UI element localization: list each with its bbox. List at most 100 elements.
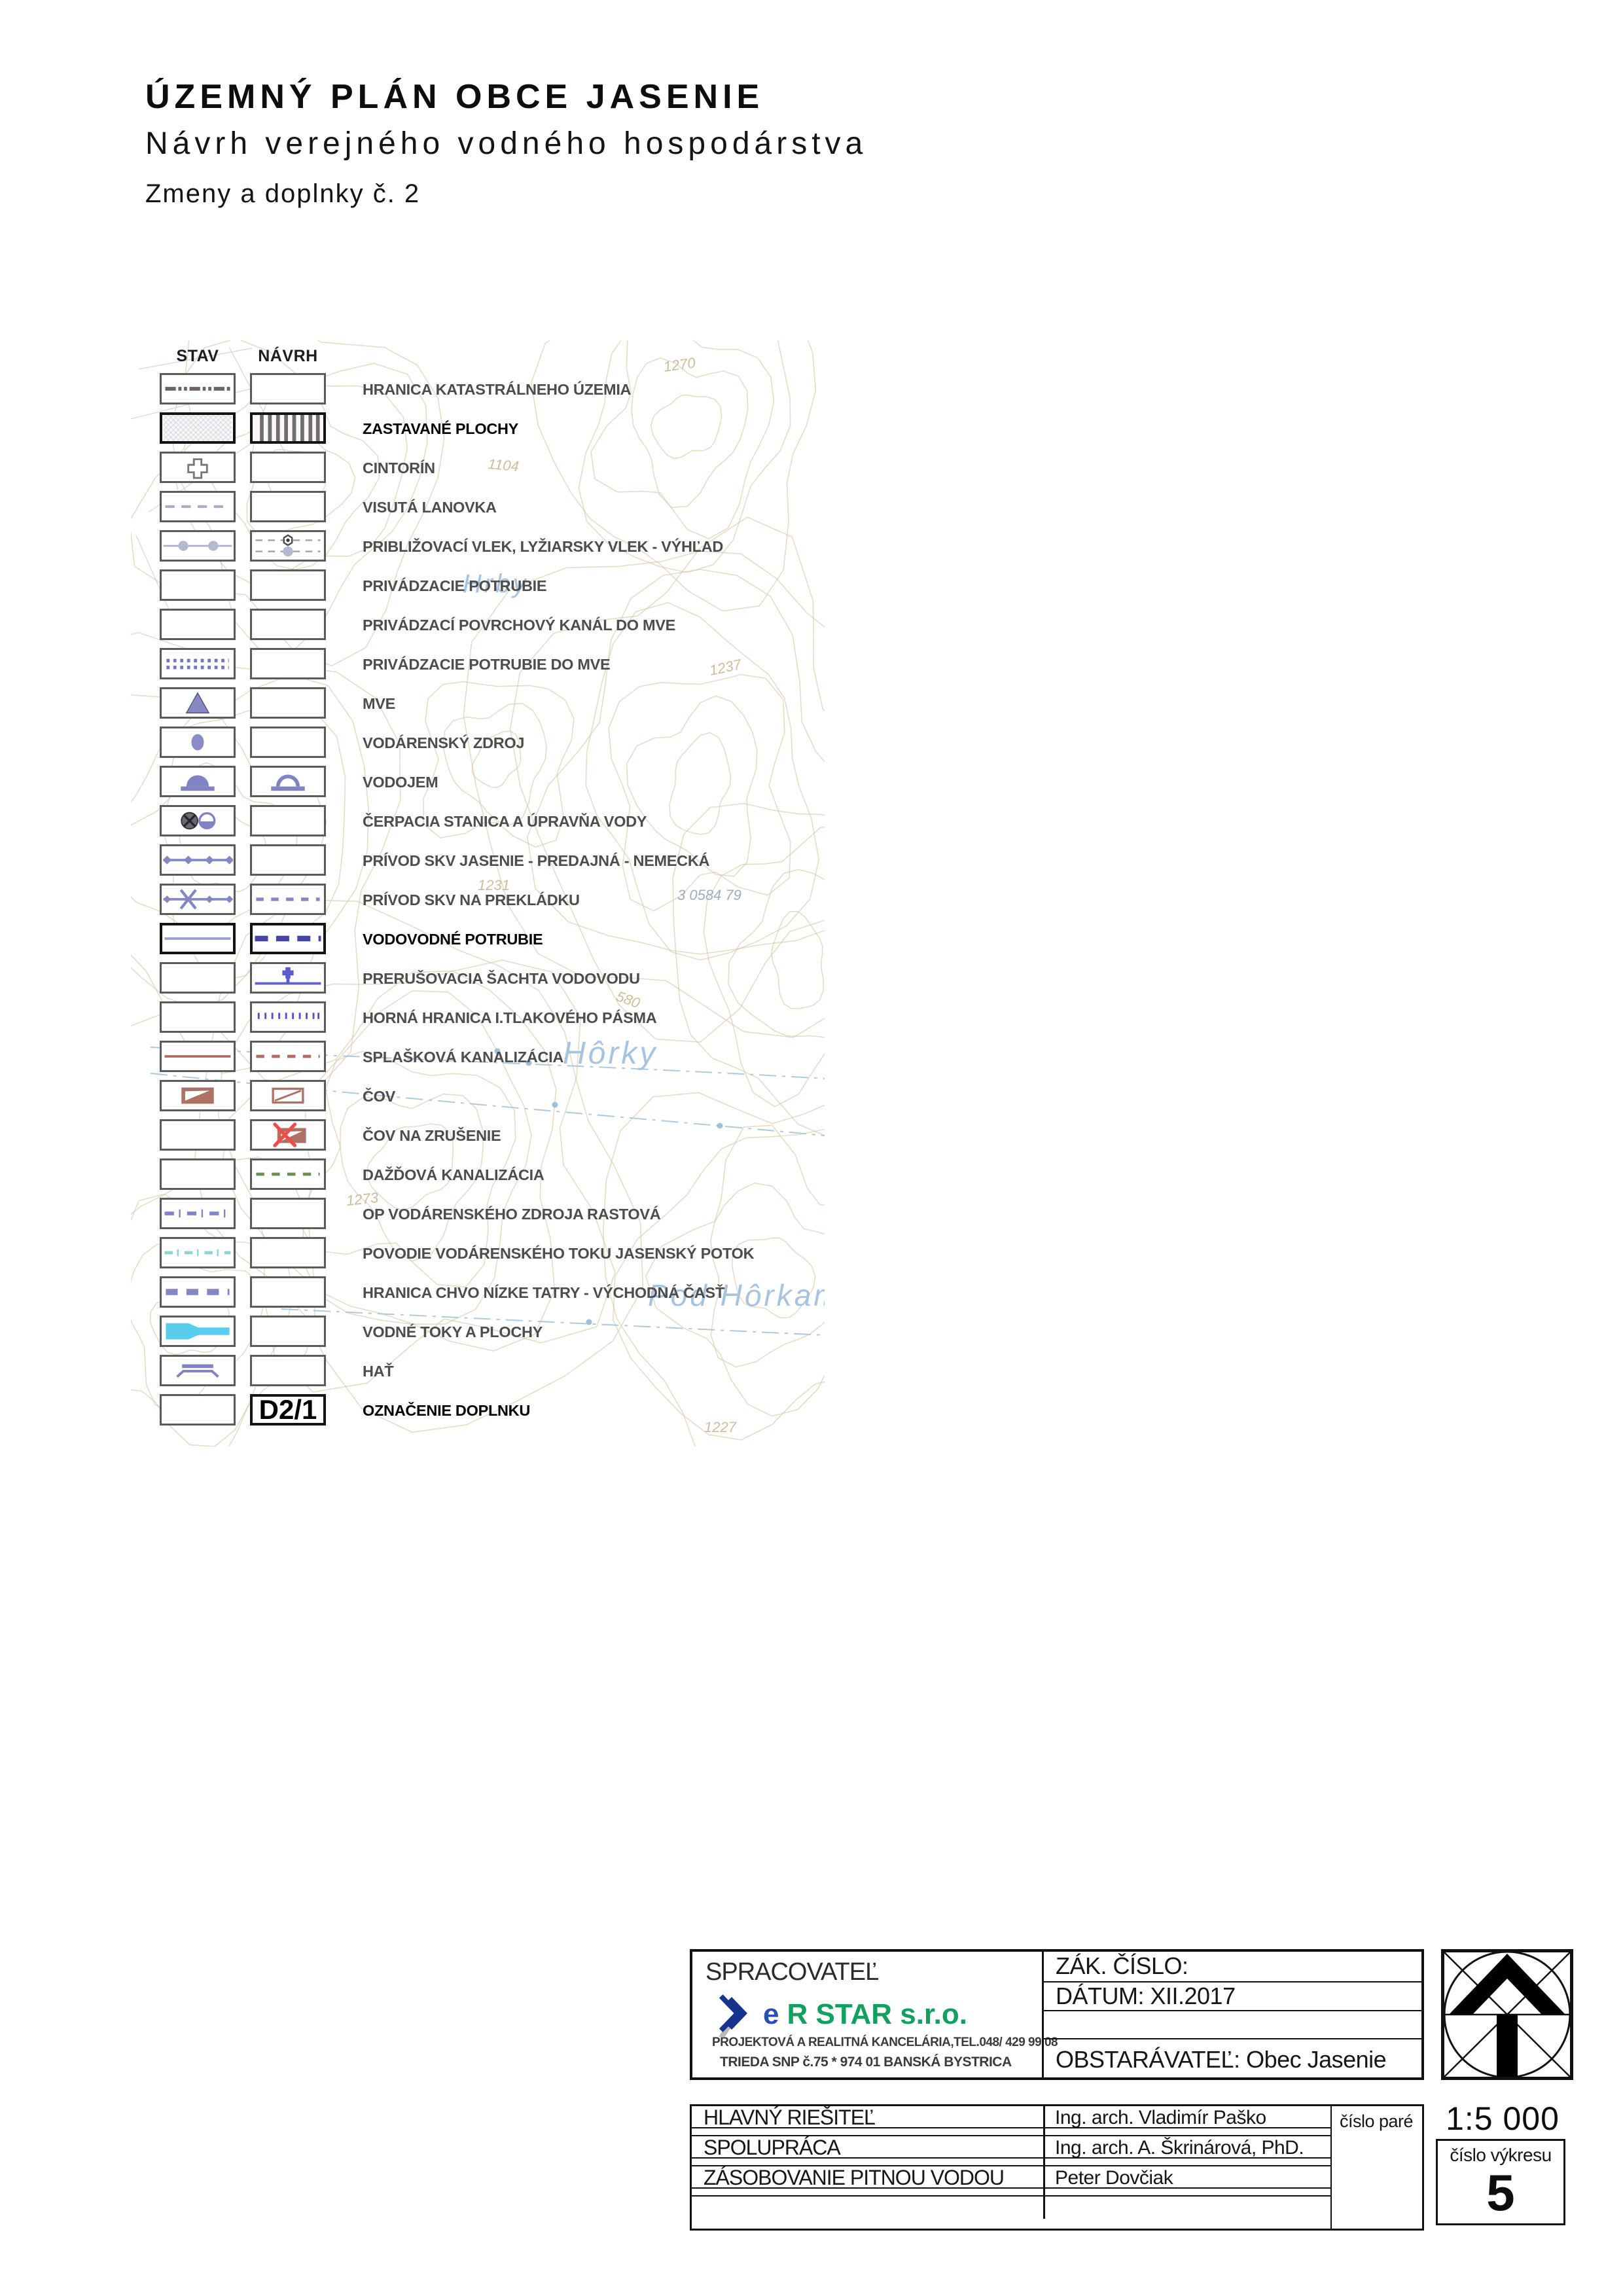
contour-line: [509, 516, 912, 1043]
parcel-line: [138, 348, 253, 370]
legend-box-stav: [160, 1041, 236, 1072]
legend-box-navrh: [250, 1316, 326, 1347]
contour-line: [731, 1237, 816, 1319]
legend-item-label: HRANICA KATASTRÁLNEHO ÚZEMIA: [363, 381, 632, 398]
contour-line: [442, 702, 548, 825]
legend-row: MVE: [160, 687, 749, 719]
legend-item-label: ZASTAVANÉ PLOCHY: [363, 420, 519, 437]
doplnok-code: D2/1: [259, 1394, 317, 1425]
legend-box-stav: [160, 452, 236, 483]
drawing-number-label: číslo výkresu: [1450, 2145, 1552, 2165]
legend-symbol-dash-cyan: [164, 1249, 231, 1257]
legend-box-navrh: [250, 648, 326, 679]
legend-symbol-dome-outline: [271, 774, 305, 791]
legend-symbol-pump-circles: [181, 812, 216, 830]
map-place-label: Pod Hôrkami: [648, 1278, 825, 1312]
column-divider: [1043, 2197, 1045, 2219]
map-marker-icon: [717, 1122, 723, 1129]
company-logo: e R STAR s.r.o.: [716, 1990, 967, 2039]
logo-e-mark: e: [763, 1998, 779, 2030]
legend-row: HRANICA KATASTRÁLNEHO ÚZEMIA: [160, 373, 749, 404]
legend-row: HRANICA CHVO NÍZKE TATRY - VÝCHODNÁ ČASŤ: [160, 1276, 749, 1308]
credits-empty-row: [692, 2197, 1422, 2219]
legend-box-stav: [160, 923, 236, 954]
legend-box-stav: [160, 1355, 236, 1386]
page-title: ÚZEMNÝ PLÁN OBCE JASENIE: [145, 78, 764, 116]
legend-symbol-weir: [176, 1364, 219, 1378]
legend-row: VODOVODNÉ POTRUBIE: [160, 923, 749, 954]
legend-row: VODNÉ TOKY A PLOCHY: [160, 1316, 749, 1347]
legend-row: ČOV: [160, 1080, 749, 1111]
legend-symbol-cov-outline: [272, 1087, 304, 1104]
page-edition: Zmeny a doplnky č. 2: [145, 179, 421, 208]
legend-box-navrh: [250, 491, 326, 522]
contour-line: [626, 695, 758, 877]
legend-symbol-dotted-double: [166, 658, 229, 670]
contour-line: [590, 315, 775, 540]
legend-row: PRIBLIŽOVACÍ VLEK, LYŽIARSKY VLEK - VÝHĽ…: [160, 530, 749, 562]
legend-item-label: MVE: [363, 695, 396, 712]
cislo-pare-cell: číslo paré: [1330, 2106, 1422, 2229]
legend-box-navrh: [250, 1041, 326, 1072]
legend-box-navrh: [250, 530, 326, 562]
legend-box-navrh: [250, 726, 326, 758]
legend-header-stav: STAV: [176, 347, 219, 365]
map-place-label: Hôrky: [563, 1036, 658, 1071]
cislo-pare-label: číslo paré: [1340, 2111, 1414, 2131]
legend-symbol-dash-thick-purple: [166, 1289, 230, 1295]
legend-row: PRERUŠOVACIA ŠACHTA VODOVODU: [160, 962, 749, 994]
contour-line: [366, 1123, 454, 1211]
legend-symbol-dash-green: [256, 1172, 320, 1176]
drawing-number: 5: [1486, 2164, 1515, 2221]
legend-item-label: SPLAŠKOVÁ KANALIZÁCIA: [363, 1049, 564, 1066]
credits-name: Ing. arch. Vladimír Paško: [1055, 2107, 1266, 2128]
credits-role: SPOLUPRÁCA: [704, 2136, 841, 2159]
legend-symbol-lift-proposed: [255, 534, 321, 557]
contour-line: [585, 601, 820, 961]
legend-symbol-waterline-dashed: [255, 935, 321, 942]
legend-item-label: PRIVÁDZACÍ POVRCHOVÝ KANÁL DO MVE: [363, 617, 675, 634]
legend-symbol-line-circles: [163, 541, 232, 551]
map-elevation-label: 1104: [488, 456, 520, 475]
legend-box-navrh: [250, 1158, 326, 1190]
legend-box-navrh: [250, 1237, 326, 1268]
legend-box-stav: [160, 884, 236, 915]
column-divider: [1043, 2189, 1045, 2195]
credits-role: HLAVNÝ RIEŠITEĽ: [704, 2106, 876, 2129]
spracovatel-label: SPRACOVATEĽ: [705, 1958, 879, 1986]
legend-box-stav: [160, 1119, 236, 1151]
legend-item-label: VODNÉ TOKY A PLOCHY: [363, 1323, 543, 1340]
legend-row: VODOJEM: [160, 766, 749, 797]
legend-row: PRIVÁDZACIE POTRUBIE DO MVE: [160, 648, 749, 679]
legend-box-stav: [160, 962, 236, 994]
credits-rows: HLAVNÝ RIEŠITEĽ Ing. arch. Vladimír Paško…: [692, 2106, 1422, 2219]
obstaravatel-cell: OBSTARÁVATEĽ: Obec Jasenie: [1056, 2046, 1387, 2073]
contour-line: [710, 1182, 857, 1368]
legend-box-stav: [160, 491, 236, 522]
map-elevation-label: 1273: [346, 1189, 380, 1209]
contour-line: [423, 681, 575, 848]
credits-spacer-row: [692, 2189, 1422, 2197]
legend-row: DAŽĎOVÁ KANALIZÁCIA: [160, 1158, 749, 1190]
page-subtitle: Návrh verejného vodného hospodárstva: [145, 126, 868, 161]
legend-item-label: VODOVODNÉ POTRUBIE: [363, 931, 543, 948]
drawing-scale: 1:5 000: [1446, 2100, 1560, 2137]
north-arrow-icon: [1441, 1949, 1573, 2080]
legend-box-stav: [160, 1276, 236, 1308]
legend-header-navrh: NÁVRH: [258, 347, 318, 365]
legend-box-stav: [160, 373, 236, 404]
legend-box-navrh: [250, 1001, 326, 1033]
legend-box-navrh: [250, 766, 326, 797]
column-divider: [1043, 2106, 1045, 2127]
legend-symbol-triangle: [185, 692, 210, 713]
legend-item-label: PRIBLIŽOVACÍ VLEK, LYŽIARSKY VLEK - VÝHĽ…: [363, 538, 724, 555]
parcel-line: [135, 535, 172, 616]
credits-row: SPOLUPRÁCA Ing. arch. A. Škrinárová, PhD.: [692, 2136, 1422, 2159]
legend-symbol-tick-row: [257, 1013, 320, 1019]
legend-symbol-vertical-bars: [253, 415, 323, 441]
legend-box-navrh: [250, 1119, 326, 1151]
legend-box-stav: [160, 1198, 236, 1229]
legend-item-label: HAŤ: [363, 1363, 394, 1380]
map-marker-icon: [586, 1319, 592, 1325]
legend-box-navrh: D2/1: [250, 1394, 326, 1426]
